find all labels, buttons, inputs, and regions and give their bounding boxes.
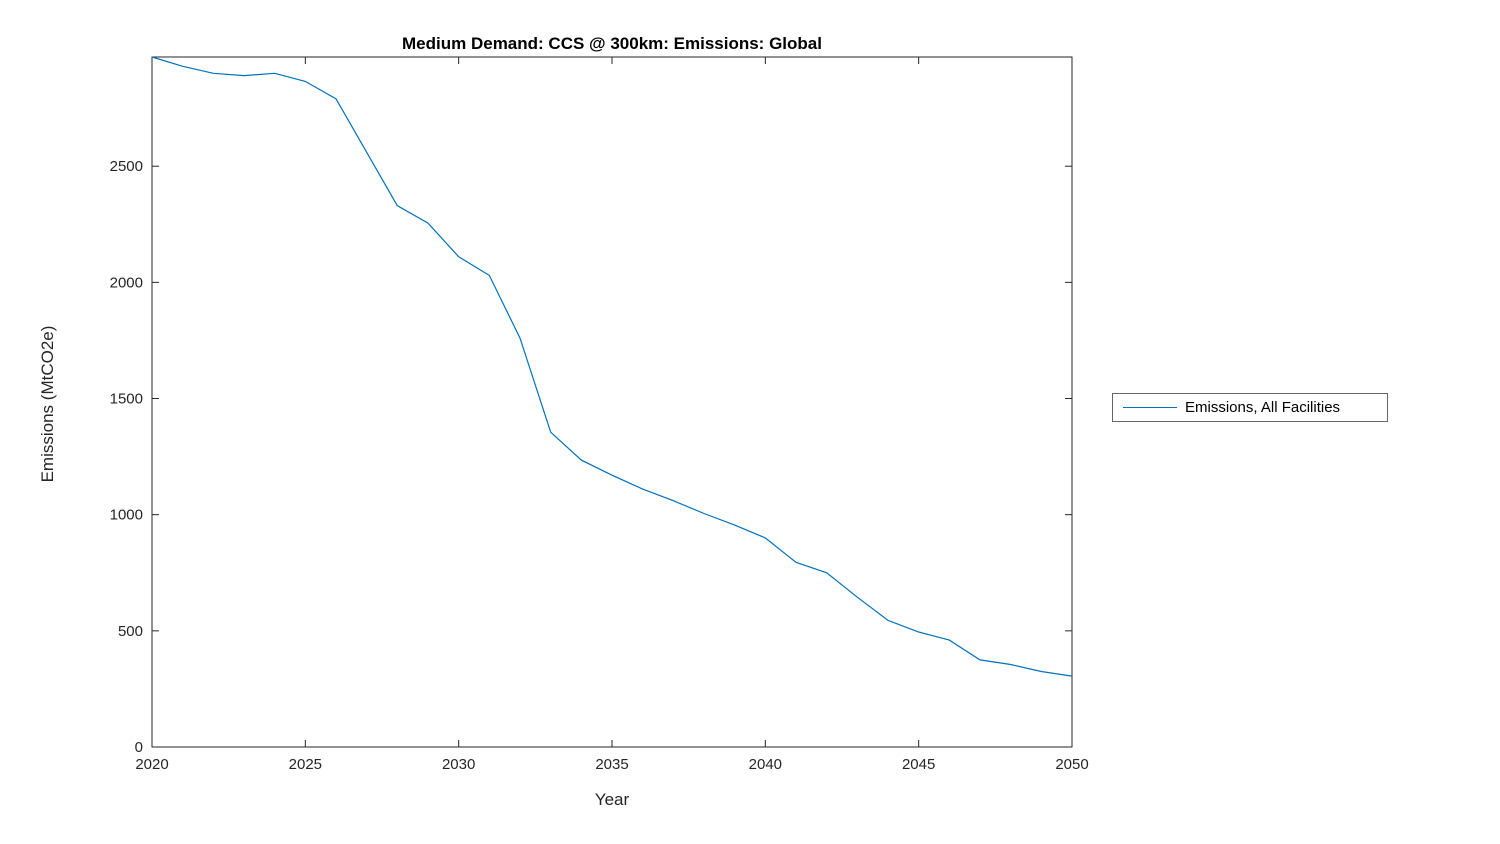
x-tick-label: 2040 [749,756,782,773]
y-tick-label: 2500 [110,158,143,175]
x-tick-label: 2025 [289,756,322,773]
legend-box: Emissions, All Facilities [1112,393,1388,422]
x-tick-label: 2045 [902,756,935,773]
x-tick-label: 2030 [442,756,475,773]
legend-line-sample [1123,407,1177,408]
x-tick-label: 2050 [1055,756,1088,773]
x-tick-label: 2020 [135,756,168,773]
y-tick-label: 2000 [110,274,143,291]
emissions-line [151,56,1073,677]
y-tick-label: 1000 [110,507,143,524]
y-tick-label: 500 [118,623,143,640]
legend-label: Emissions, All Facilities [1185,399,1341,416]
chart-title: Medium Demand: CCS @ 300km: Emissions: G… [402,34,822,53]
x-axis-label: Year [594,790,630,809]
x-tick-label: 2035 [595,756,628,773]
axes-box [151,56,1073,748]
y-tick-label: 0 [135,739,143,756]
y-tick-label: 1500 [110,391,143,408]
